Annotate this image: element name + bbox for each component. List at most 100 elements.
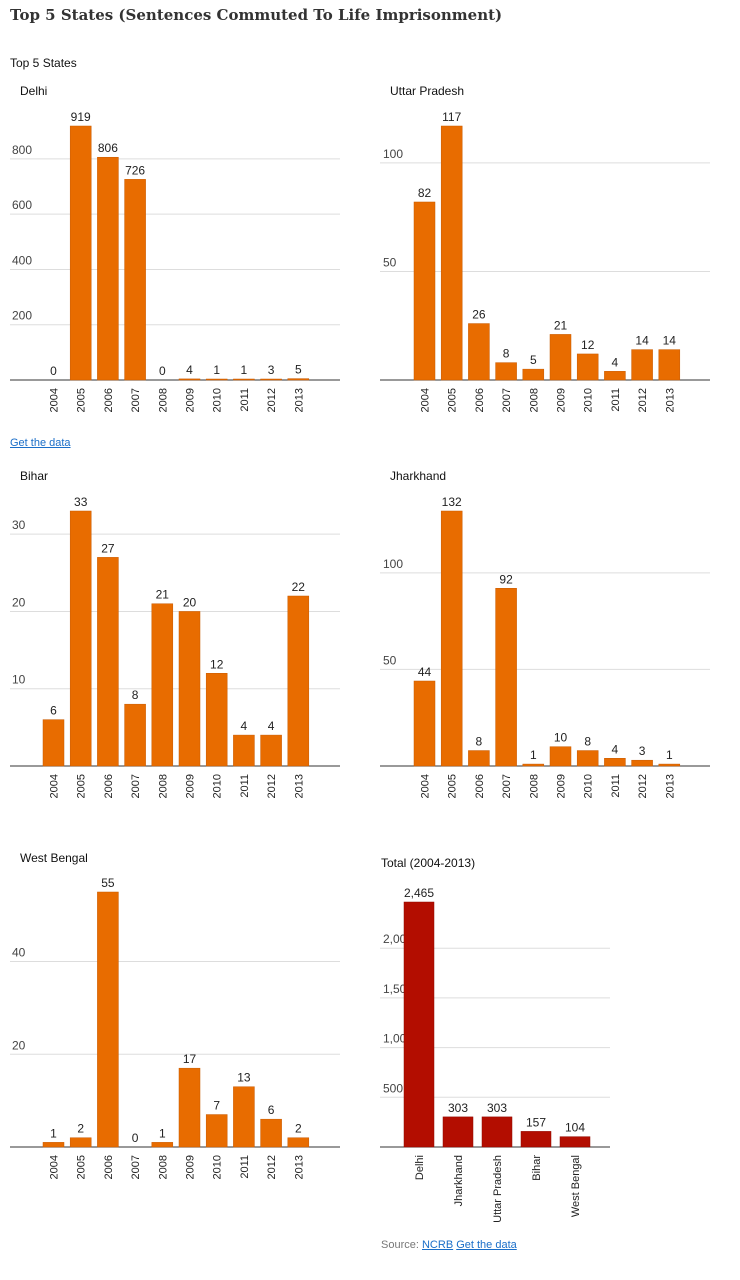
- value-label: 82: [418, 186, 432, 200]
- y-tick-label: 40: [12, 946, 26, 960]
- bar-2005: [440, 125, 463, 381]
- value-label: 13: [237, 1071, 251, 1085]
- x-tick-label: 2004: [420, 774, 432, 798]
- chart-title: Uttar Pradesh: [390, 84, 464, 98]
- y-tick-label: 100: [383, 147, 403, 161]
- chart-title: West Bengal: [20, 851, 88, 865]
- y-tick-label: 10: [12, 673, 26, 687]
- bar-2011: [233, 734, 255, 767]
- x-tick-label: 2005: [76, 774, 88, 798]
- value-label: 2: [295, 1122, 302, 1136]
- bar-2009: [178, 1067, 201, 1148]
- x-tick-label: 2005: [76, 1155, 88, 1179]
- value-label: 7: [213, 1099, 220, 1113]
- bar-2010: [205, 1114, 228, 1148]
- x-tick-label: 2009: [556, 774, 568, 798]
- bar-2010: [576, 750, 599, 767]
- x-tick-label: 2004: [49, 388, 61, 412]
- chart-title: Delhi: [20, 84, 47, 98]
- x-tick-label: 2008: [528, 774, 540, 798]
- bar-2012: [631, 349, 653, 381]
- value-label: 27: [101, 541, 115, 555]
- x-tick-label: 2004: [49, 774, 61, 798]
- bar-west-bengal: [559, 1136, 591, 1148]
- x-tick-label: 2009: [185, 1155, 197, 1179]
- value-label: 0: [50, 364, 57, 378]
- bar-2005: [69, 510, 92, 767]
- value-label: 4: [268, 719, 275, 733]
- bar-2004: [413, 201, 436, 381]
- bar-2007: [495, 588, 517, 767]
- x-tick-label: 2007: [501, 774, 513, 798]
- bar-2008: [151, 603, 174, 767]
- bar-2006: [468, 750, 490, 767]
- value-label: 4: [241, 719, 248, 733]
- x-tick-label: 2011: [610, 388, 622, 412]
- x-tick-label: 2005: [447, 774, 459, 798]
- value-label: 14: [663, 334, 677, 348]
- value-label: 8: [503, 347, 510, 361]
- y-tick-label: 50: [383, 255, 397, 269]
- x-tick-label: 2008: [157, 1155, 169, 1179]
- x-tick-label: Bihar: [531, 1155, 543, 1181]
- bar-2006: [468, 323, 490, 381]
- x-tick-label: 2009: [185, 774, 197, 798]
- value-label: 1: [213, 363, 220, 377]
- source-label: Source:: [381, 1239, 419, 1251]
- x-tick-label: West Bengal: [570, 1155, 582, 1217]
- x-tick-label: 2008: [528, 388, 540, 412]
- get-data-link[interactable]: Get the data: [10, 437, 71, 449]
- bar-2008: [522, 368, 545, 381]
- x-tick-label: 2012: [266, 1155, 278, 1179]
- x-tick-label: 2009: [185, 388, 197, 412]
- value-label: 4: [186, 363, 193, 377]
- value-label: 5: [295, 363, 302, 377]
- x-tick-label: 2012: [637, 388, 649, 412]
- value-label: 6: [268, 1103, 275, 1117]
- bar-2005: [69, 1137, 92, 1148]
- value-label: 1: [50, 1126, 57, 1140]
- chart-title: Total (2004-2013): [381, 856, 475, 870]
- y-tick-label: 20: [12, 595, 26, 609]
- bar-2007: [124, 179, 146, 381]
- bar-2011: [604, 758, 626, 767]
- x-tick-label: Uttar Pradesh: [492, 1155, 504, 1223]
- value-label: 0: [159, 364, 166, 378]
- value-label: 8: [132, 688, 139, 702]
- y-tick-label: 500: [383, 1081, 403, 1095]
- y-tick-label: 30: [12, 518, 26, 532]
- x-tick-label: 2006: [474, 388, 486, 412]
- x-tick-label: 2006: [103, 388, 115, 412]
- page-title: Top 5 States (Sentences Commuted To Life…: [10, 6, 503, 24]
- value-label: 303: [448, 1101, 468, 1115]
- value-label: 17: [183, 1052, 197, 1066]
- bar-2009: [178, 611, 201, 767]
- value-label: 4: [612, 742, 619, 756]
- value-label: 117: [442, 110, 461, 124]
- value-label: 1: [159, 1126, 166, 1140]
- x-tick-label: Jharkhand: [453, 1155, 465, 1206]
- value-label: 3: [639, 744, 646, 758]
- x-tick-label: 2007: [130, 1155, 142, 1179]
- value-label: 5: [530, 353, 537, 367]
- x-tick-label: 2008: [157, 388, 169, 412]
- value-label: 132: [442, 495, 462, 509]
- x-tick-label: 2007: [501, 388, 513, 412]
- bar-2009: [549, 746, 572, 767]
- bar-2007: [495, 362, 517, 381]
- bar-2012: [260, 734, 282, 767]
- source-ncrb-link[interactable]: NCRB: [421, 1239, 454, 1251]
- bar-2011: [604, 371, 626, 381]
- value-label: 6: [50, 704, 57, 718]
- value-label: 8: [476, 735, 483, 749]
- x-tick-label: 2013: [664, 774, 676, 798]
- x-tick-label: 2008: [157, 774, 169, 798]
- bar-2013: [287, 378, 310, 381]
- bar-2008: [151, 1142, 174, 1148]
- source-get-data-link[interactable]: Get the data: [456, 1239, 517, 1251]
